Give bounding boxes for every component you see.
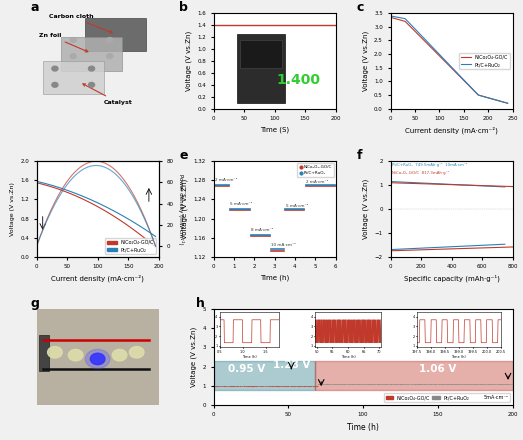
NiCo₂O₄-GO/C [486,95,492,101]
Circle shape [129,347,144,358]
Pt/C+RuO₂ [459,76,465,81]
Y-axis label: Voltage (V vs.Zn): Voltage (V vs.Zn) [181,179,188,239]
NiCo₂O₄-GO/C [505,101,511,106]
Text: 2 mA·cm⁻²: 2 mA·cm⁻² [306,180,328,184]
Text: 5 mA·cm⁻²: 5 mA·cm⁻² [286,204,308,208]
Pt/C+RuO₂ [388,13,394,18]
Circle shape [69,349,83,361]
Pt/C+RuO₂ [457,73,463,78]
NiCo₂O₄-GO/C [388,15,394,20]
Polygon shape [61,37,122,70]
X-axis label: Time (S): Time (S) [260,127,289,133]
Circle shape [90,353,105,365]
Text: a: a [30,1,39,14]
Circle shape [70,37,76,42]
Text: 2 mA·cm⁻²: 2 mA·cm⁻² [214,178,237,182]
Y-axis label: Voltage (V vs.Zn): Voltage (V vs.Zn) [362,31,369,91]
X-axis label: Specific capacity (mAh·g⁻¹): Specific capacity (mAh·g⁻¹) [404,275,499,282]
Circle shape [88,66,95,71]
X-axis label: Current density (mA·cm⁻²): Current density (mA·cm⁻²) [51,275,144,282]
Polygon shape [85,18,146,51]
NiCo₂O₄-GO/C [494,98,500,103]
Text: h: h [196,297,204,310]
Text: Carbon cloth: Carbon cloth [49,14,112,33]
Text: 8 mA·cm⁻²: 8 mA·cm⁻² [251,228,273,232]
Circle shape [48,347,62,358]
Text: 0.95 V: 0.95 V [228,364,265,374]
Circle shape [70,54,76,59]
Y-axis label: Power density (mW·cm⁻²): Power density (mW·cm⁻²) [178,174,185,244]
Text: 1.06 V: 1.06 V [419,364,457,374]
Circle shape [112,349,127,361]
NiCo₂O₄-GO/C [388,15,394,20]
Text: g: g [30,297,39,310]
Bar [39,335,49,371]
Line: NiCo₂O₄-GO/C: NiCo₂O₄-GO/C [391,17,508,103]
X-axis label: Time (h): Time (h) [260,275,289,282]
Y-axis label: Voltage (V vs.Zn): Voltage (V vs.Zn) [9,182,15,236]
Text: 1.28 V: 1.28 V [272,359,310,370]
Pt/C+RuO₂ [457,73,463,79]
NiCo₂O₄-GO/C [457,74,463,79]
X-axis label: Time (h): Time (h) [347,423,379,432]
Circle shape [52,66,58,71]
Y-axis label: Voltage (V vs.Zn): Voltage (V vs.Zn) [185,31,191,91]
Legend: NiCo₂O₄-GO/C, Pt/C+RuO₂: NiCo₂O₄-GO/C, Pt/C+RuO₂ [105,238,156,254]
Y-axis label: Voltage (V vs.Zn): Voltage (V vs.Zn) [190,327,197,387]
Circle shape [88,82,95,87]
Bar [213,361,315,389]
Bar [315,361,513,389]
Text: 5 mA·cm⁻²: 5 mA·cm⁻² [230,202,253,206]
Polygon shape [43,61,104,95]
Pt/C+RuO₂ [494,98,500,103]
Text: b: b [179,1,188,14]
X-axis label: Current density (mA·cm⁻²): Current density (mA·cm⁻²) [405,127,498,134]
Text: e: e [179,149,188,162]
Text: Catalyst: Catalyst [83,84,132,105]
Text: NiCo₂O₄-GO/C  817.3mAh·g⁻¹: NiCo₂O₄-GO/C 817.3mAh·g⁻¹ [392,171,449,175]
Text: 10 mA·cm⁻²: 10 mA·cm⁻² [271,243,295,247]
Circle shape [107,54,113,59]
Circle shape [107,37,113,42]
Line: Pt/C+RuO₂: Pt/C+RuO₂ [391,16,508,103]
Text: f: f [356,149,362,162]
Legend: NiCo₂O₄-GO/C, Pt/C+RuO₂: NiCo₂O₄-GO/C, Pt/C+RuO₂ [459,53,510,69]
Text: c: c [356,1,363,14]
Circle shape [52,82,58,87]
NiCo₂O₄-GO/C [457,74,463,80]
NiCo₂O₄-GO/C [459,76,465,81]
Pt/C+RuO₂ [505,101,511,106]
Text: Zn foil: Zn foil [39,33,88,52]
Circle shape [85,349,110,369]
Pt/C+RuO₂ [486,95,492,101]
Text: Pt/C+RuO₂  749.5mAh·g⁻¹  10mA·cm⁻²: Pt/C+RuO₂ 749.5mAh·g⁻¹ 10mA·cm⁻² [392,163,467,167]
Y-axis label: Voltage (V vs.Zn): Voltage (V vs.Zn) [362,179,369,239]
Legend: NiCo₂O₄-GO/C, Pt/C+RuO₂, 5mA·cm⁻²: NiCo₂O₄-GO/C, Pt/C+RuO₂, 5mA·cm⁻² [383,393,510,402]
Pt/C+RuO₂ [388,13,394,18]
Legend: NiCo₂O₄-GO/C, Pt/C+RuO₂: NiCo₂O₄-GO/C, Pt/C+RuO₂ [297,163,334,177]
